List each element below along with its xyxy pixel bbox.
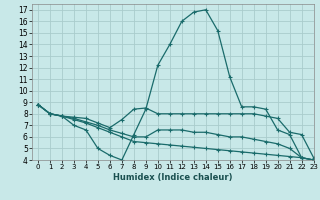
X-axis label: Humidex (Indice chaleur): Humidex (Indice chaleur) — [113, 173, 233, 182]
